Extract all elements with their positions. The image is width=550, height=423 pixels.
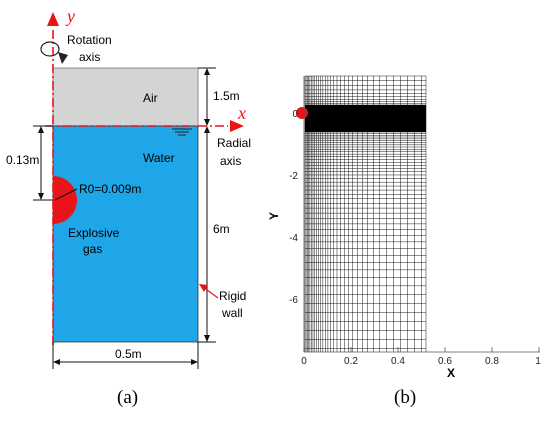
dim-width-label: 0.5m (115, 347, 142, 361)
panel-b: 0 0.2 0.4 0.6 0.8 1 0 -2 -4 -6 X Y (b) (267, 75, 541, 408)
y-tick-label: -2 (289, 171, 298, 182)
wall-label-1: Rigid (219, 289, 246, 303)
air-label: Air (143, 91, 158, 105)
radial-label-2: axis (220, 154, 241, 168)
caption-b: (b) (394, 387, 416, 408)
explosive-label-1: Explosive (68, 226, 120, 240)
explosive-label-2: gas (83, 242, 102, 256)
explosive-bubble (53, 176, 77, 224)
dim-air-label: 1.5m (213, 89, 240, 103)
rotation-label-1: Rotation (67, 33, 112, 47)
x-tick-label: 0.4 (391, 356, 405, 367)
mesh-bubble-marker (296, 107, 308, 119)
y-tick-label: -4 (289, 233, 298, 244)
y-axis-title: Y (267, 212, 281, 220)
dim-water-label: 6m (213, 222, 230, 236)
radius-label: R0=0.009m (79, 182, 141, 196)
x-tick-label: 0.6 (438, 356, 452, 367)
x-tick-label: 1 (535, 356, 541, 367)
y-axis-label: y (65, 6, 75, 26)
wall-label-2: wall (221, 306, 243, 320)
rotation-ellipse (40, 41, 60, 57)
y-tick-label: -6 (289, 295, 298, 306)
rotation-label-2: axis (79, 50, 100, 64)
panel-a: y x Rotation axis Air Water R0=0.009m Ex… (6, 6, 251, 408)
dim-arrowheads-right (204, 68, 210, 342)
x-tick-label: 0.2 (344, 356, 358, 367)
radius-leader (54, 188, 78, 201)
x-axis-title: X (447, 366, 455, 380)
x-axis-label: x (237, 103, 246, 123)
wall-arrowhead (199, 284, 208, 292)
x-tick-marks (303, 347, 540, 352)
y-tick-label: 0 (292, 109, 298, 120)
caption-a: (a) (117, 387, 138, 408)
dim-depth-label: 0.13m (6, 153, 39, 167)
radial-label-1: Radial (217, 136, 251, 150)
x-tick-label: 0 (301, 356, 307, 367)
depth-dimension (33, 125, 53, 201)
water-region (52, 125, 199, 343)
mesh-refined-band (305, 105, 426, 132)
free-surface-symbol (172, 128, 192, 136)
rotation-arrowhead (58, 52, 68, 64)
x-axis-arrowhead (230, 120, 244, 132)
width-dimension (52, 342, 199, 369)
y-axis-arrowhead (47, 12, 59, 26)
water-label: Water (143, 151, 175, 165)
right-dimensions (198, 67, 216, 343)
x-tick-label: 0.8 (485, 356, 499, 367)
air-region (52, 67, 199, 127)
